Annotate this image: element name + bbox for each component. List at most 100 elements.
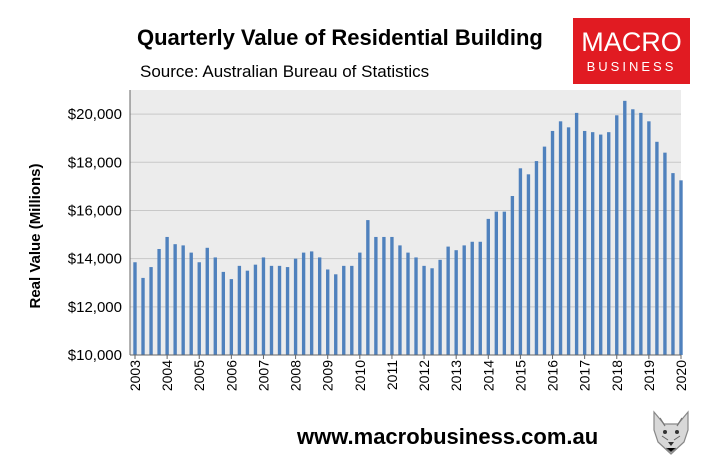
bar: [534, 161, 539, 355]
bar: [526, 174, 531, 355]
bar: [462, 245, 466, 355]
bar: [173, 244, 177, 355]
bar: [221, 271, 226, 355]
bar: [366, 220, 370, 355]
bar: [542, 146, 547, 355]
bar: [374, 236, 378, 355]
x-tick-label: 2017: [577, 360, 593, 391]
x-tick-label: 2004: [159, 360, 175, 391]
x-tick-labels: 2003 2004 2005 2006 2007 2008 2009 2010 2011 2012…: [127, 355, 689, 391]
bar: [390, 236, 394, 355]
bar: [253, 264, 258, 355]
x-tick-label: 2005: [191, 360, 207, 391]
x-tick-label: 2012: [416, 360, 432, 391]
bar: [422, 265, 426, 355]
y-tick-labels: $10,000 $12,000 $14,000 $16,000 $18,000 $20,0…: [68, 106, 122, 364]
bar: [141, 277, 145, 355]
bar: [510, 196, 515, 355]
axes-group: [129, 90, 681, 356]
y-tick-label: $10,000: [68, 347, 122, 364]
bar: [502, 211, 507, 355]
bar: [301, 252, 306, 355]
bar: [438, 259, 442, 355]
bar: [133, 262, 137, 355]
x-tick-label: 2018: [609, 360, 625, 391]
bar: [309, 251, 314, 355]
bar: [269, 265, 274, 355]
bar: [494, 211, 499, 355]
bar: [631, 109, 635, 356]
bar: [414, 257, 418, 355]
y-tick-label: $14,000: [68, 251, 122, 268]
y-axis-label: Real Value (Millions): [27, 163, 44, 308]
x-tick-label: 2013: [448, 360, 464, 391]
bar: [382, 236, 386, 355]
macrobusiness-logo: MACRO BUSINESS: [573, 18, 690, 84]
bar: [406, 252, 410, 355]
bar: [197, 262, 201, 355]
bars-group: [133, 100, 683, 356]
logo-line-macro: MACRO: [581, 27, 682, 57]
bar: [566, 127, 571, 355]
bar: [285, 267, 290, 355]
x-tick-label: 2009: [320, 360, 336, 391]
bar: [599, 134, 603, 355]
bar: [655, 141, 659, 355]
bar: [149, 267, 153, 355]
bar: [165, 236, 169, 355]
y-tick-label: $12,000: [68, 299, 122, 316]
bar: [550, 130, 555, 355]
bar: [558, 121, 563, 355]
bar: [189, 252, 193, 355]
bar: [326, 269, 330, 355]
bar: [663, 152, 667, 355]
x-tick-label: 2011: [384, 360, 400, 390]
bar: [454, 250, 458, 355]
bar: [446, 246, 450, 355]
bar: [245, 270, 250, 355]
bar: [647, 121, 651, 355]
bar: [615, 115, 619, 355]
y-tick-label: $16,000: [68, 202, 122, 219]
plot-area: [130, 90, 681, 355]
bar: [470, 241, 474, 355]
bar: [430, 268, 434, 355]
x-tick-label: 2015: [512, 360, 528, 391]
x-tick-label: 2008: [288, 360, 304, 391]
x-tick-label: 2006: [223, 360, 239, 391]
bar: [157, 249, 161, 355]
bar: [181, 245, 185, 355]
bar: [574, 112, 579, 355]
bar: [261, 257, 266, 355]
bar: [237, 265, 242, 355]
bar: [582, 130, 587, 355]
bar: [205, 247, 209, 355]
bar: [229, 279, 234, 355]
bar: [478, 241, 482, 355]
x-tick-label: 2020: [673, 360, 689, 391]
x-tick-label: 2007: [255, 360, 271, 391]
wolf-icon: [648, 408, 694, 458]
x-tick-label: 2014: [480, 360, 496, 391]
bar: [350, 265, 354, 355]
bar: [334, 274, 338, 355]
logo-line-business: BUSINESS: [586, 59, 677, 74]
bar: [342, 265, 346, 355]
bar: [358, 252, 362, 355]
bar: [518, 168, 523, 355]
bar: [679, 180, 683, 355]
bar: [623, 100, 627, 355]
y-tick-label: $18,000: [68, 154, 122, 171]
bar: [590, 132, 595, 355]
bar: [607, 132, 611, 355]
bar: [671, 173, 675, 355]
bar: [277, 265, 282, 355]
x-tick-label: 2019: [641, 360, 657, 391]
bar: [317, 257, 322, 355]
bar: [486, 218, 490, 355]
x-tick-label: 2003: [127, 360, 143, 391]
x-tick-label: 2016: [545, 360, 561, 391]
website-url: www.macrobusiness.com.au: [297, 424, 599, 449]
x-tick-label: 2010: [352, 360, 368, 391]
bar: [213, 257, 217, 355]
